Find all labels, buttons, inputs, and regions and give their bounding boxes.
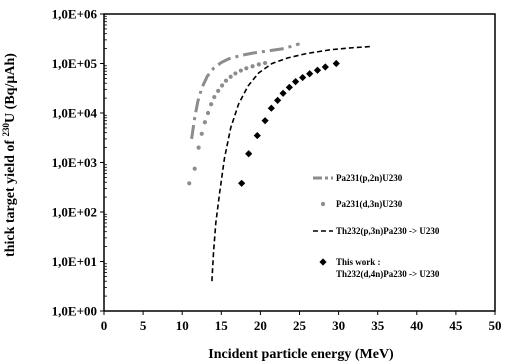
legend-label-line: Pa231(p,2n)U230 bbox=[336, 173, 403, 183]
legend-label-line: This work : bbox=[336, 257, 381, 267]
series-this-work-point bbox=[253, 131, 261, 140]
legend-label-line: Th232(p,3n)Pa230 -> U230 bbox=[336, 226, 440, 236]
series-pa231-d3n-point bbox=[233, 71, 238, 76]
series-pa231-p2n-line bbox=[190, 42, 300, 140]
series-pa231-d3n-point bbox=[196, 145, 201, 150]
series-pa231-d3n-point bbox=[262, 60, 268, 66]
series-pa231-d3n-point bbox=[205, 110, 211, 116]
y-tick-label: 1,0E+00 bbox=[52, 304, 97, 319]
series-this-work-point bbox=[274, 96, 282, 104]
x-tick-label: 10 bbox=[176, 318, 189, 333]
series-pa231-d3n-point bbox=[256, 62, 261, 67]
series-this-work-point bbox=[321, 63, 329, 71]
series-pa231-d3n-point bbox=[216, 88, 221, 93]
series-this-work-point bbox=[332, 59, 340, 68]
y-axis-title: thick target yield of 230U (Bq/µAh) bbox=[1, 53, 18, 257]
plot-frame bbox=[103, 13, 496, 312]
y-axis-title-sup: 230 bbox=[1, 122, 11, 136]
legend-label: Pa231(p,2n)U230 bbox=[336, 173, 403, 183]
series-this-work-point bbox=[267, 104, 275, 112]
series-pa231-d3n-point bbox=[228, 74, 233, 79]
series-this-work-point bbox=[299, 73, 307, 82]
legend-label: This work : Th232(d,4n)Pa230 -> U230 bbox=[336, 257, 440, 279]
series-this-work-point bbox=[279, 89, 287, 97]
x-tick-label: 35 bbox=[371, 318, 385, 333]
y-tick-label: 1,0E+03 bbox=[52, 155, 98, 170]
y-tick-label: 1,0E+01 bbox=[52, 254, 97, 269]
series-this-work-point bbox=[285, 83, 293, 91]
series-this-work-point bbox=[238, 179, 246, 187]
legend-swatch-pa231-d3n bbox=[320, 201, 326, 207]
series-this-work-point bbox=[313, 66, 322, 74]
x-tick-label: 15 bbox=[215, 318, 229, 333]
x-tick-label: 25 bbox=[293, 318, 307, 333]
series-pa231-d3n-point bbox=[219, 83, 225, 88]
series-this-work-point bbox=[291, 78, 300, 86]
series-pa231-d3n-point bbox=[192, 166, 197, 171]
legend-swatch-this-work bbox=[319, 258, 327, 266]
y-tick-label: 1,0E+05 bbox=[52, 56, 98, 71]
y-axis-title-pre: thick target yield of bbox=[3, 136, 18, 257]
series-pa231-d3n-point bbox=[212, 94, 217, 100]
series-this-work-point bbox=[245, 150, 253, 158]
legend-label: Pa231(d,3n)U230 bbox=[336, 199, 403, 209]
x-axis-title: Incident particle energy (MeV) bbox=[208, 347, 394, 362]
series-pa231-d3n-point bbox=[223, 78, 229, 83]
legend-label: Th232(p,3n)Pa230 -> U230 bbox=[336, 226, 440, 236]
series-pa231-d3n-point bbox=[250, 64, 255, 69]
legend-label-line: Th232(d,4n)Pa230 -> U230 bbox=[336, 269, 440, 279]
y-tick-label: 1,0E+02 bbox=[52, 205, 97, 220]
series-this-work-point bbox=[306, 70, 314, 78]
y-axis-title-post: U (Bq/µAh) bbox=[3, 53, 18, 123]
legend-label-line: Pa231(d,3n)U230 bbox=[336, 199, 403, 209]
series-pa231-d3n-point bbox=[238, 68, 243, 73]
y-tick-label: 1,0E+04 bbox=[52, 106, 98, 121]
x-tick-label: 20 bbox=[254, 318, 267, 333]
x-tick-label: 5 bbox=[140, 318, 147, 333]
x-tick-label: 45 bbox=[449, 318, 463, 333]
x-tick-label: 40 bbox=[410, 318, 423, 333]
series-pa231-d3n-point bbox=[244, 66, 249, 71]
x-tick-label: 50 bbox=[489, 318, 502, 333]
series-pa231-d3n-point bbox=[199, 131, 204, 136]
series-pa231-d3n-point bbox=[202, 120, 207, 125]
series-pa231-d3n-point bbox=[209, 102, 214, 107]
series-this-work-point bbox=[261, 117, 269, 125]
y-tick-label: 1,0E+06 bbox=[52, 7, 98, 22]
x-tick-label: 0 bbox=[101, 318, 108, 333]
series-th232-p3n-line bbox=[211, 45, 370, 282]
series-pa231-d3n-point bbox=[187, 181, 192, 186]
x-tick-label: 30 bbox=[332, 318, 345, 333]
